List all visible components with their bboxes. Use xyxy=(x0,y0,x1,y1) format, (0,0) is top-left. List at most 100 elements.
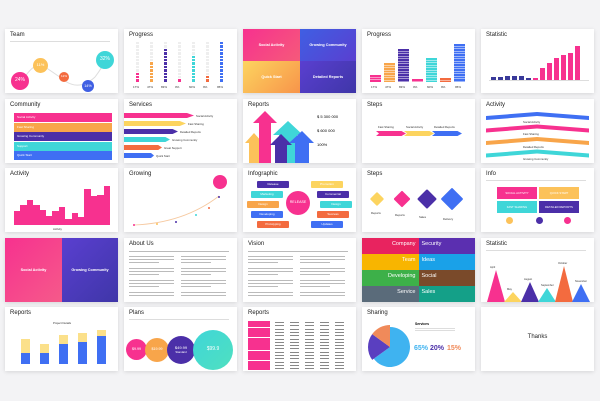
infographic-pill: Prototyping xyxy=(257,221,289,228)
slide-tiles[interactable]: Social Activity Growing Community Quick … xyxy=(243,29,356,93)
slide-info[interactable]: Info SOCIAL ACTIVITY QUICK START FAST SH… xyxy=(481,168,594,232)
slide-steps-diamonds[interactable]: Steps Reports Reports Sales Delivery xyxy=(362,168,475,232)
slide-title: About Us xyxy=(129,241,154,247)
info-icon xyxy=(536,217,543,224)
plan-circle[interactable]: $99.9 xyxy=(193,330,233,370)
table-cell xyxy=(335,331,344,333)
text-line xyxy=(300,274,330,275)
slide-title: Statistic xyxy=(486,32,508,38)
progress-dot xyxy=(192,65,195,69)
table-cell xyxy=(275,345,284,346)
slide-services[interactable]: Services Social Activity Fast Sharing Deta… xyxy=(124,99,237,163)
table-cell xyxy=(320,322,329,323)
table-row: Fast Sharing xyxy=(14,122,112,132)
table-cell xyxy=(290,328,299,330)
progress-label: 47% xyxy=(147,85,154,89)
slide-team[interactable]: Team 24% 11% 12% 14% 32% xyxy=(5,29,118,93)
slide-infographic[interactable]: Infographic RELEASE Release Marketing Desi… xyxy=(243,168,356,232)
slide-activity-bands[interactable]: Activity Social Activity Fast Sharing Deta… xyxy=(481,99,594,163)
slide-statistic-bars[interactable]: Statistic xyxy=(481,29,594,93)
slide-thanks[interactable]: Thanks xyxy=(481,307,594,371)
slide-title: Activity xyxy=(10,171,30,177)
slide-color-grid[interactable]: Company Security Team Ideas Developing Social… xyxy=(362,238,475,302)
infographic-pill: Design xyxy=(247,201,279,208)
text-line xyxy=(181,292,226,293)
pie-chart xyxy=(368,325,410,367)
text-line xyxy=(129,283,174,284)
table-cell xyxy=(320,348,329,350)
table-cell xyxy=(305,348,314,350)
text-line xyxy=(129,292,174,293)
progress-dot xyxy=(178,79,181,82)
text-line xyxy=(181,268,226,269)
text-line xyxy=(248,286,278,287)
slide-reports-arrows[interactable]: Reports $ 5 300 000 $ 600 000 100% xyxy=(243,99,356,163)
slide-activity-steps[interactable]: Activity Activity xyxy=(5,168,118,232)
slide-title: Steps xyxy=(367,102,383,108)
table-cell xyxy=(248,354,270,357)
table-cell xyxy=(248,360,270,364)
arrows-graphic xyxy=(245,111,314,163)
slide-plans[interactable]: Plans $9.99 $19.99 $49.99 Standard $99.9 xyxy=(124,307,237,371)
slide-statistic-triangles[interactable]: Statistic April May August September October… xyxy=(481,238,594,302)
table-cell xyxy=(290,322,299,323)
progress-dot xyxy=(136,76,139,79)
step-bar xyxy=(20,205,27,225)
slide-progress-bars[interactable]: Progress 17% 47% 83% 0% 60% 9% 95% xyxy=(362,29,475,93)
slide-vision[interactable]: Vision xyxy=(243,238,356,302)
plan-circle[interactable]: $49.99 Standard xyxy=(167,336,195,364)
slide-title: Plans xyxy=(129,310,145,316)
service-label: Fast Sharing xyxy=(188,121,204,126)
infographic-pill: Updates xyxy=(311,221,343,228)
plan-circle[interactable]: $9.99 xyxy=(126,339,147,360)
triangle-label: May xyxy=(507,288,512,291)
table-cell xyxy=(248,367,270,371)
table-cell xyxy=(275,355,284,356)
table-cell xyxy=(275,325,284,327)
slide-tiles-2[interactable]: Social Activity Growing Community xyxy=(5,238,118,302)
table-cell xyxy=(305,341,314,343)
text-line xyxy=(300,283,345,284)
slide-sharing[interactable]: Sharing Services 65% 20% 15% xyxy=(362,307,475,371)
table-cell xyxy=(248,363,270,367)
table-cell xyxy=(275,331,284,333)
slide-steps-chevrons[interactable]: Steps Fast Sharing Social Activity Detaile… xyxy=(362,99,475,163)
table-cell xyxy=(290,345,299,346)
chart-caption: Activity xyxy=(53,227,62,231)
step-bar xyxy=(103,185,111,225)
step-bar xyxy=(14,211,21,225)
progress-dot xyxy=(150,72,153,75)
services-heading: Services xyxy=(415,322,429,326)
grid-cell: Developing xyxy=(362,270,419,286)
stat-google: 20% xyxy=(430,345,445,352)
progress-dot xyxy=(150,52,153,55)
progress-bar xyxy=(454,44,465,82)
step-bar xyxy=(33,205,40,225)
progress-label: 0% xyxy=(413,85,418,89)
progress-dot xyxy=(164,72,167,75)
slide-growing[interactable]: Growing xyxy=(124,168,237,232)
text-line xyxy=(300,262,330,263)
bar-yellow xyxy=(40,344,49,354)
axis xyxy=(489,80,589,81)
progress-label: 17% xyxy=(133,85,140,89)
slide-reports-table[interactable]: Reports xyxy=(243,307,356,371)
slide-title: Infographic xyxy=(248,171,278,177)
slide-progress-dots[interactable]: Progress 17% 47% 83% 0% 60% 9% 95% xyxy=(124,29,237,93)
tile-detailed-reports: Detailed Reports xyxy=(300,61,356,93)
triangle-label: April xyxy=(490,266,496,269)
stat-circle: 32% xyxy=(96,51,114,69)
slide-reports-stacked[interactable]: Reports Project Details xyxy=(5,307,118,371)
slide-about-us[interactable]: About Us xyxy=(124,238,237,302)
table-cell xyxy=(320,358,329,360)
infographic-pill: Design xyxy=(320,201,352,208)
progress-dot xyxy=(164,59,167,62)
grid-cell: Sales xyxy=(418,286,475,302)
slide-community[interactable]: Community Social Activity Fast Sharing Gro… xyxy=(5,99,118,163)
table-cell xyxy=(320,368,329,370)
bar-navy xyxy=(512,76,517,80)
plan-circle[interactable]: $19.99 xyxy=(145,338,169,362)
stat-circle: 12% xyxy=(59,72,69,82)
table-cell xyxy=(335,325,344,327)
progress-dot xyxy=(164,45,167,48)
